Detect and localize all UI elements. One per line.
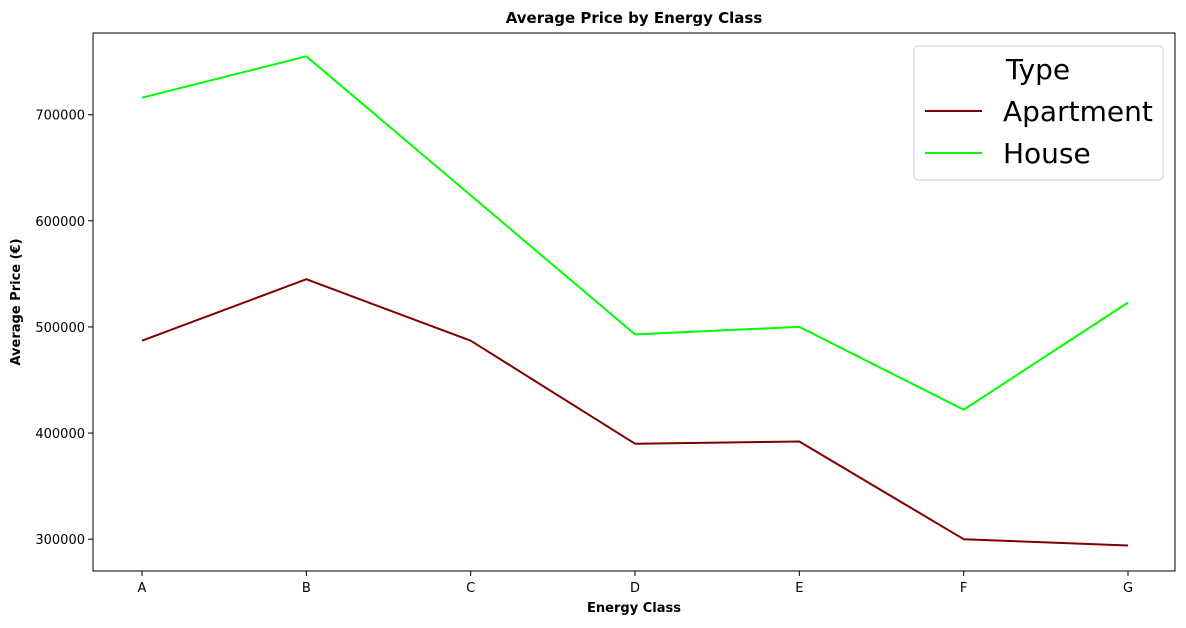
x-tick-label: G (1123, 581, 1133, 596)
legend-box (913, 45, 1164, 181)
y-tick-label: 500000 (35, 321, 85, 336)
legend-title: Type (1005, 53, 1070, 86)
x-tick-label: A (138, 581, 147, 596)
x-tick-label: B (302, 581, 311, 596)
x-tick-label: E (795, 581, 803, 596)
legend-label-house: House (1003, 137, 1091, 170)
x-tick-label: D (630, 581, 640, 596)
series-line-house (141, 55, 1129, 411)
y-tick-label: 600000 (35, 215, 85, 230)
series-layer (141, 55, 1129, 547)
y-tick-label: 400000 (35, 427, 85, 442)
y-axis-title: Average Price (€) (9, 238, 24, 365)
y-tick-label: 300000 (35, 533, 85, 548)
legend-label-apartment: Apartment (1003, 95, 1153, 128)
y-tick-label: 700000 (35, 109, 85, 124)
legend-items: Apartment House (925, 95, 1153, 170)
x-tick-label: C (466, 581, 475, 596)
x-axis: A B C D E F G (138, 571, 1133, 596)
x-tick-label: F (960, 581, 967, 596)
y-axis: 300000 400000 500000 600000 700000 (35, 109, 93, 548)
series-line-apartment (141, 278, 1129, 547)
legend: Type Apartment House (913, 45, 1164, 181)
x-axis-title: Energy Class (587, 601, 681, 616)
chart-title: Average Price by Energy Class (506, 9, 763, 27)
